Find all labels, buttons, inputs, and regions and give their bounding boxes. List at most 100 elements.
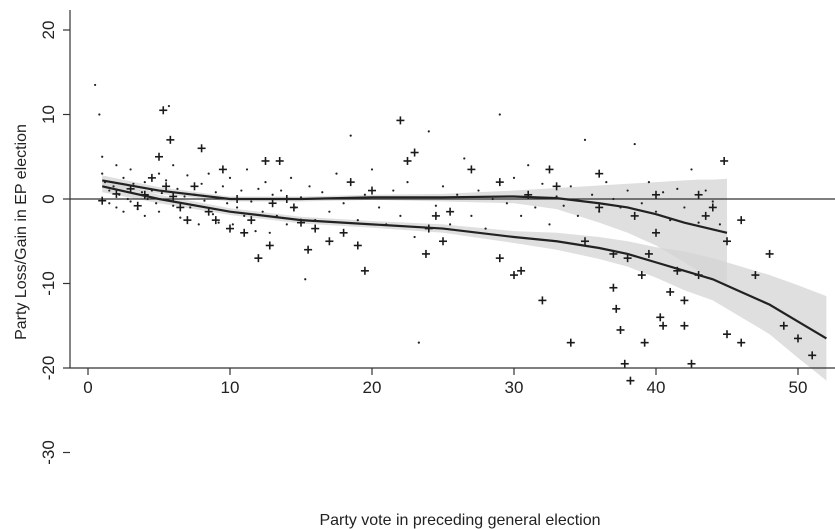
dot-point [243,214,246,217]
dot-point [98,113,101,116]
plus-point [666,287,675,296]
dot-point [356,219,359,222]
dot-point [434,204,437,207]
dot-point [257,187,260,190]
plus-point [396,116,405,125]
dot-point [189,206,192,209]
plus-point [720,156,729,165]
dot-point [406,181,409,184]
plot-area [70,83,835,385]
plus-point [659,321,668,330]
plus-point [737,338,746,347]
plus-point [218,165,227,174]
dot-point [143,181,146,184]
dot-point [140,191,144,194]
plus-point [626,376,635,385]
dot-point [370,168,374,171]
plus-point [346,178,355,187]
dot-point [167,104,171,108]
plus-point [652,190,660,199]
plus-point [261,156,270,165]
plus-point [403,156,412,165]
axes: 0 10 20 30 40 50 20 10 0 -10 -20 -30 [39,10,835,465]
confidence-band [102,180,827,381]
dot-point [245,168,249,171]
plus-point [467,165,476,174]
dot-point [612,197,615,201]
dot-point [183,195,186,198]
x-tick-label: 50 [789,378,808,397]
plus-point [421,249,430,258]
dot-point [555,195,558,198]
dot-point [207,172,210,175]
dot-point [654,210,658,213]
dot-point [534,206,537,209]
dot-point [591,193,594,196]
dot-point [228,176,232,179]
plus-point [687,359,696,368]
fit-lines [101,179,827,340]
dot-point [308,185,311,188]
x-tick-label: 0 [83,378,92,397]
dot-point [463,157,466,160]
plus-point [247,216,256,225]
dot-point [157,210,161,213]
plus-point [360,266,369,275]
plus-point [545,165,554,174]
plus-point [268,199,277,208]
fit-line [101,185,827,340]
dot-point [562,204,565,207]
dot-point [101,155,104,158]
dot-point [176,187,179,190]
dot-point [335,172,338,175]
dot-point [328,210,331,213]
plus-point [495,254,504,263]
dot-point [231,223,234,226]
plus-point [794,334,802,343]
confidence-bands [102,175,827,381]
dot-point [240,189,243,192]
dot-point [172,204,175,207]
dot-point [548,223,551,226]
dot-point [143,214,146,217]
plus-point [779,321,788,330]
dot-point [200,182,203,185]
fit-line [102,179,728,234]
dot-point [605,181,608,184]
dot-point [160,191,163,195]
dot-point [456,193,459,196]
dot-point [157,172,161,175]
dot-point [203,199,206,202]
dot-point [211,213,215,216]
plus-point [410,148,419,157]
plus-point [708,203,717,212]
plus-point [190,182,199,191]
plus-point [644,249,653,258]
dot-point [690,168,693,171]
dot-point [214,191,217,194]
plus-point [439,237,447,246]
plus-point [155,152,163,161]
plus-point [723,330,731,339]
dot-point [304,278,307,281]
dot-point [399,214,402,217]
dot-point [704,189,707,192]
plus-point [197,144,206,153]
dot-point [146,197,149,201]
dot-point [392,189,395,192]
dot-point [126,197,129,201]
plus-point [652,228,660,237]
dot-point [132,182,135,185]
dot-point [101,172,104,175]
plus-point [630,211,639,220]
dot-point [342,202,345,205]
plus-point [254,254,263,263]
dot-point [186,174,189,177]
plus-point [304,245,313,254]
dot-point [491,197,494,201]
dot-point [633,142,636,146]
dot-point [718,223,722,226]
dot-point [321,191,324,194]
x-tick-label: 30 [505,378,524,397]
plus-point [325,237,334,246]
